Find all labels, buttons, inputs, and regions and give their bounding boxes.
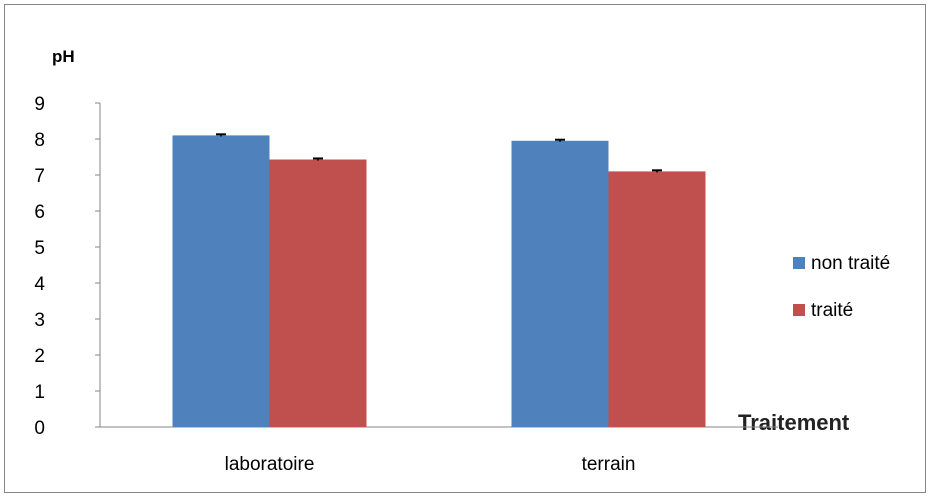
category-labels: laboratoire terrain — [225, 454, 636, 475]
y-tick-label: 6 — [34, 202, 45, 223]
y-ticks: 0 1 2 3 4 5 6 7 8 9 — [34, 94, 100, 439]
bar-non-traité-terrain — [511, 140, 609, 428]
y-tick-label: 9 — [34, 94, 45, 115]
y-tick-label: 0 — [34, 418, 45, 439]
legend-label: traité — [811, 300, 853, 321]
bar-traité-laboratoire — [269, 159, 367, 427]
legend-swatch — [793, 257, 805, 269]
legend-label: non traité — [811, 253, 890, 274]
legend: non traité traité — [793, 253, 890, 321]
y-tick-label: 3 — [34, 310, 45, 331]
y-axis-label: pH — [52, 47, 75, 66]
y-tick-label: 7 — [34, 166, 45, 187]
x-category-label: laboratoire — [225, 454, 315, 475]
y-tick-label: 4 — [34, 274, 45, 295]
y-tick-label: 1 — [34, 382, 45, 403]
chart-frame — [4, 4, 926, 493]
legend-swatch — [793, 304, 805, 316]
x-axis-label: Traitement — [738, 410, 850, 435]
y-tick-label: 2 — [34, 346, 45, 367]
bar-traité-terrain — [608, 171, 706, 427]
y-tick-label: 8 — [34, 130, 45, 151]
bar-non-traité-laboratoire — [172, 135, 270, 427]
bars — [172, 133, 706, 428]
y-tick-label: 5 — [34, 238, 45, 259]
x-category-label: terrain — [582, 454, 636, 475]
